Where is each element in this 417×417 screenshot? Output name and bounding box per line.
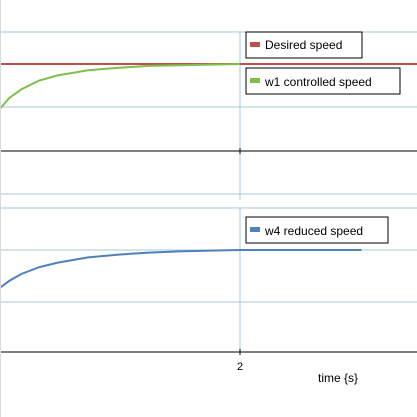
legend-w1-controlled-speed: w1 controlled speed [245,67,401,95]
legend-w4-label: w4 reduced speed [264,224,363,238]
legend-w4-reduced-speed: w4 reduced speed [245,216,389,244]
top-plot-panel [0,31,417,200]
series-line-w4-reduced-speed [0,249,362,290]
x-tick-label-2: 2 [237,361,243,373]
legend-w4-swatch [250,227,260,232]
legend-w4-box [245,216,389,244]
legend-desired-speed-label: Desired speed [265,38,342,52]
series-line-w1-controlled-speed [0,63,241,111]
legend-w1-swatch [250,78,260,83]
legend-w1-label: w1 controlled speed [264,75,372,89]
bottom-plot-panel [0,207,417,355]
legend-desired-speed-box [245,31,363,59]
legend-w1-box [245,67,401,95]
legend-desired-speed-swatch [250,42,260,47]
legend-desired-speed: Desired speed [245,31,363,59]
x-axis-title: time {s} [318,371,358,385]
